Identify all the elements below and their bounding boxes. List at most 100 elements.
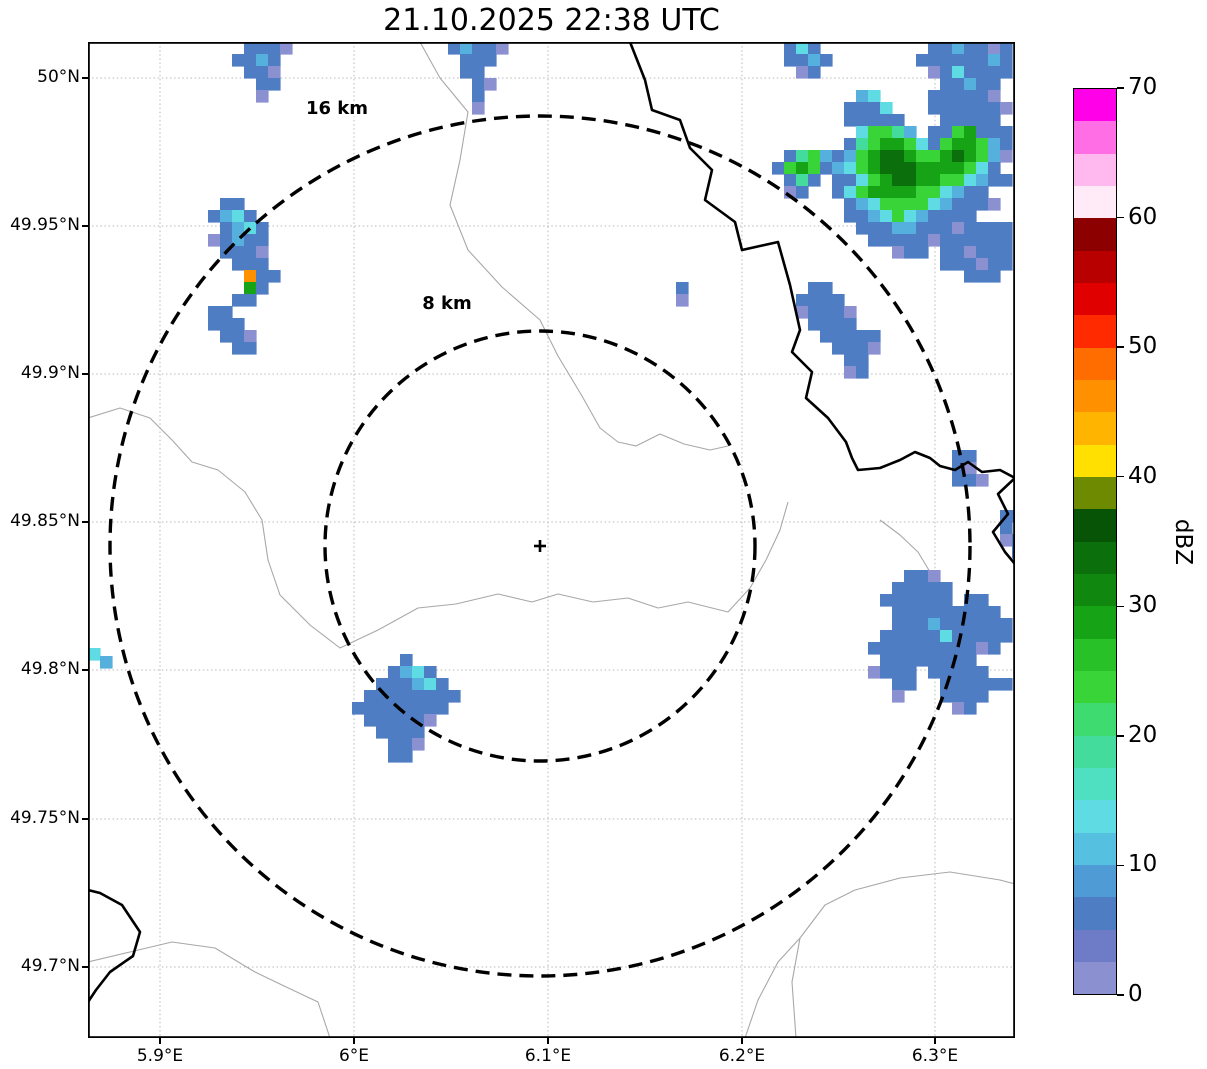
radar-echo-cell xyxy=(892,654,905,667)
radar-echo-cell xyxy=(916,618,929,631)
radar-echo-cell xyxy=(952,210,965,223)
colorbar-segment xyxy=(1074,379,1116,413)
radar-echo-cell xyxy=(904,582,917,595)
radar-echo-cell xyxy=(796,186,809,199)
radar-echo-cell xyxy=(868,90,881,103)
radar-echo-cell xyxy=(916,54,929,67)
radar-echo-cell xyxy=(952,90,965,103)
radar-echo-cell xyxy=(964,186,977,199)
radar-echo-cell xyxy=(928,234,941,247)
radar-echo-cell xyxy=(904,642,917,655)
x-axis-tickmark xyxy=(934,1038,936,1044)
y-axis-tickmark xyxy=(82,225,88,227)
radar-echo-cell xyxy=(244,54,257,67)
radar-echo-cell xyxy=(940,174,953,187)
radar-echo-cell xyxy=(364,702,377,715)
radar-echo-cell xyxy=(436,690,449,703)
radar-echo-cell xyxy=(988,642,1001,655)
radar-echo-cell xyxy=(916,594,929,607)
radar-echo-cell xyxy=(904,570,917,583)
y-tick-label: 49.8°N xyxy=(20,659,80,679)
radar-echo-cell xyxy=(820,294,833,307)
radar-echo-cell xyxy=(880,174,893,187)
radar-echo-cell xyxy=(856,222,869,235)
radar-echo-cell xyxy=(928,174,941,187)
x-tick-label: 5.9°E xyxy=(136,1046,184,1066)
radar-echo-cell xyxy=(844,354,857,367)
radar-echo-cell xyxy=(820,318,833,331)
radar-echo-cell xyxy=(844,330,857,343)
radar-echo-cell xyxy=(940,594,953,607)
radar-echo-cell xyxy=(832,162,845,175)
radar-echo-cell xyxy=(868,198,881,211)
radar-echo-cell xyxy=(928,630,941,643)
radar-echo-cell xyxy=(988,234,1001,247)
radar-echo-cell xyxy=(208,306,221,319)
radar-echo-cell xyxy=(232,210,245,223)
radar-echo-cell xyxy=(820,162,833,175)
radar-echo-cell xyxy=(892,594,905,607)
colorbar-tickmark xyxy=(1117,216,1124,219)
radar-echo-cell xyxy=(976,54,989,67)
radar-echo-cell xyxy=(952,606,965,619)
plot-frame xyxy=(88,42,1015,1038)
country-border-line xyxy=(628,42,1015,480)
radar-echo-cell xyxy=(904,618,917,631)
radar-echo-cell xyxy=(400,738,413,751)
radar-echo-cell xyxy=(388,678,401,691)
radar-echo-cell xyxy=(844,318,857,331)
radar-echo-cell xyxy=(892,162,905,175)
radar-echo-cell xyxy=(256,282,269,295)
radar-echo-cell xyxy=(928,138,941,151)
radar-echo-cell xyxy=(256,78,269,91)
radar-echo-cell xyxy=(484,54,497,67)
radar-echo-cell xyxy=(916,210,929,223)
radar-echo-cell xyxy=(1000,534,1013,547)
radar-echo-cell xyxy=(892,150,905,163)
radar-echo-cell xyxy=(808,54,821,67)
radar-echo-cell xyxy=(916,222,929,235)
radar-echo-cell xyxy=(964,162,977,175)
radar-echo-cell xyxy=(964,618,977,631)
radar-echo-cell xyxy=(940,666,953,679)
colorbar-tick-label: 10 xyxy=(1128,851,1158,878)
radar-echo-cell xyxy=(856,138,869,151)
radar-echo-cell xyxy=(964,702,977,715)
radar-echo-cell xyxy=(796,54,809,67)
radar-echo-cell xyxy=(916,234,929,247)
x-tick-label: 6.2°E xyxy=(718,1046,766,1066)
radar-echo-cell xyxy=(400,726,413,739)
radar-echo-cell xyxy=(964,678,977,691)
radar-echo-cell xyxy=(952,66,965,79)
radar-echo-cell xyxy=(808,282,821,295)
radar-echo-cell xyxy=(940,210,953,223)
radar-echo-cell xyxy=(916,246,929,259)
radar-echo-cell xyxy=(244,66,257,79)
range-ring-label: 8 km xyxy=(422,293,472,314)
colorbar-segment xyxy=(1074,638,1116,671)
radar-echo-cell xyxy=(940,150,953,163)
radar-echo-cell xyxy=(976,246,989,259)
radar-echo-cell xyxy=(856,210,869,223)
radar-echo-cell xyxy=(916,582,929,595)
radar-echo-cell xyxy=(904,594,917,607)
radar-echo-cell xyxy=(832,186,845,199)
y-axis-tickmark xyxy=(82,373,88,375)
radar-echo-cell xyxy=(1000,234,1013,247)
colorbar-tick-label: 50 xyxy=(1128,333,1158,360)
radar-echo-cell xyxy=(928,594,941,607)
radar-echo-cell xyxy=(976,234,989,247)
map-boundary-line xyxy=(419,42,729,451)
radar-echo-cell xyxy=(940,66,953,79)
plot-title: 21.10.2025 22:38 UTC xyxy=(383,3,720,38)
radar-echo-cell xyxy=(964,90,977,103)
radar-echo-cell xyxy=(880,234,893,247)
radar-echo-cell xyxy=(280,42,293,55)
radar-echo-cell xyxy=(448,690,461,703)
radar-echo-cell xyxy=(976,102,989,115)
radar-echo-cell xyxy=(268,78,281,91)
radar-echo-cell xyxy=(244,342,257,355)
radar-echo-cell xyxy=(928,210,941,223)
radar-echo-cell xyxy=(256,66,269,79)
